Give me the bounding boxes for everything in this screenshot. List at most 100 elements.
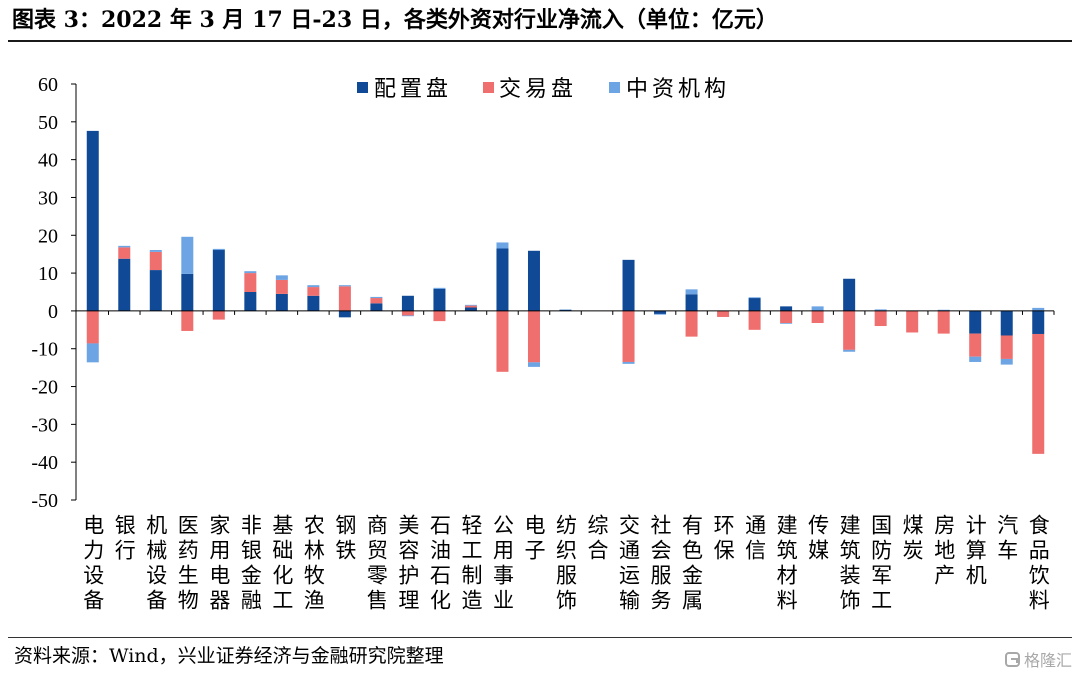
bar-s2-c2 <box>118 247 131 259</box>
watermark-text: 格隆汇 <box>1023 651 1072 670</box>
y-tick-label: 20 <box>38 225 58 247</box>
bar-s1-c25 <box>843 278 856 311</box>
y-tick-label: -20 <box>31 377 58 399</box>
bar-s1-c7 <box>275 293 288 311</box>
legend-item-3: 中资机构 <box>609 77 730 102</box>
bar-s2-c9 <box>338 286 351 311</box>
bar-s1-c6 <box>244 292 257 311</box>
bar-s2-c4 <box>181 310 194 331</box>
bar-s3-c31 <box>1032 307 1045 311</box>
bar-s2-c23 <box>780 310 793 324</box>
bar-s1-c3 <box>149 270 162 311</box>
bar-s2-c11 <box>401 310 414 316</box>
legend: 配置盘 交易盘 中资机构 <box>357 77 730 102</box>
bar-s2-c13 <box>464 305 477 308</box>
bar-s3-c28 <box>937 309 950 311</box>
bar-s1-c22 <box>748 298 761 311</box>
bar-s1-c16 <box>559 309 572 311</box>
bar-s2-c22 <box>748 310 761 330</box>
legend-swatch-2 <box>483 82 494 93</box>
bar-s3-c24 <box>811 306 824 311</box>
bar-s3-c14 <box>496 242 509 249</box>
bar-s1-c31 <box>1032 310 1045 334</box>
watermark-logo: 格隆汇 <box>1004 647 1072 671</box>
bar-s3-c18 <box>622 361 635 364</box>
source-note: 资料来源：Wind，兴业证券经济与金融研究院整理 <box>14 645 444 667</box>
bar-s1-c2 <box>118 258 131 311</box>
bar-s2-c6 <box>244 273 257 292</box>
bar-s3-c15 <box>527 362 540 367</box>
bar-s3-c12 <box>433 287 446 289</box>
bar-s2-c29 <box>969 333 982 357</box>
y-tick-label: 40 <box>38 150 58 172</box>
bar-s1-c8 <box>307 295 320 311</box>
bar-s2-c24 <box>811 310 824 324</box>
legend-label-3: 中资机构 <box>626 77 730 102</box>
bar-s2-c28 <box>937 310 950 334</box>
bar-s3-c22 <box>748 297 761 299</box>
legend-item-2: 交易盘 <box>483 77 577 102</box>
y-tick-label: 60 <box>38 74 58 96</box>
bar-s1-c11 <box>401 295 414 311</box>
bar-s1-c15 <box>527 250 540 311</box>
bar-s3-c25 <box>843 349 856 352</box>
bar-s1-c30 <box>1000 310 1013 336</box>
y-axis: 60 50 40 30 20 10 0 -10 -20 -30 -40 -50 <box>31 74 77 512</box>
y-tick-label: 10 <box>38 263 58 285</box>
bar-s2-c3 <box>149 251 162 271</box>
bar-s1-c10 <box>370 303 383 311</box>
bar-s3-c9 <box>338 285 351 287</box>
bar-s3-c11 <box>401 315 414 317</box>
y-tick-label: -40 <box>31 452 58 474</box>
bar-s2-c31 <box>1032 333 1045 454</box>
legend-label-1: 配置盘 <box>374 77 452 102</box>
title-divider <box>8 40 1072 42</box>
bar-s2-c26 <box>874 310 887 327</box>
bar-s3-c23 <box>780 323 793 324</box>
bar-s2-c5 <box>212 310 225 320</box>
bar-s3-c2 <box>118 245 131 248</box>
y-tick-label: 30 <box>38 187 58 209</box>
bar-s1-c18 <box>622 259 635 311</box>
bar-s3-c30 <box>1000 358 1013 365</box>
bar-s3-c13 <box>464 304 477 306</box>
y-tick-label: -50 <box>31 490 58 512</box>
bar-s3-c7 <box>275 275 288 280</box>
bar-s1-c5 <box>212 250 225 311</box>
bar-s1-c19 <box>654 310 667 314</box>
bar-s3-c6 <box>244 271 257 274</box>
bar-s1-c9 <box>338 310 351 318</box>
bar-s3-c8 <box>307 285 320 288</box>
bar-s2-c10 <box>370 298 383 304</box>
bar-s2-c20 <box>685 310 698 337</box>
bar-s1-c1 <box>86 130 99 311</box>
x-axis <box>76 310 1055 315</box>
bar-s3-c19 <box>654 313 667 315</box>
bar-s2-c7 <box>275 279 288 294</box>
bar-s1-c29 <box>969 310 982 334</box>
bar-s3-c1 <box>86 343 99 363</box>
bar-s2-c15 <box>527 310 540 363</box>
bars <box>86 130 1045 454</box>
bar-s1-c20 <box>685 294 698 311</box>
bar-s2-c8 <box>307 287 320 296</box>
bar-s1-c13 <box>464 307 477 311</box>
y-tick-label: 0 <box>48 301 58 323</box>
watermark-icon <box>1004 651 1020 667</box>
bar-s1-c12 <box>433 288 446 311</box>
bar-s1-c14 <box>496 248 509 311</box>
bar-s2-c12 <box>433 310 446 322</box>
bar-s2-c25 <box>843 310 856 350</box>
bar-s2-c1 <box>86 310 99 344</box>
bar-s1-c4 <box>181 273 194 311</box>
y-tick-label: -30 <box>31 414 58 436</box>
bar-s3-c10 <box>370 296 383 299</box>
bar-s3-c20 <box>685 289 698 295</box>
bar-s2-c30 <box>1000 335 1013 359</box>
footer-divider <box>8 637 1072 638</box>
legend-label-2: 交易盘 <box>499 77 577 102</box>
legend-item-1: 配置盘 <box>357 77 452 102</box>
bar-s3-c4 <box>181 236 194 274</box>
legend-swatch-3 <box>609 82 620 93</box>
